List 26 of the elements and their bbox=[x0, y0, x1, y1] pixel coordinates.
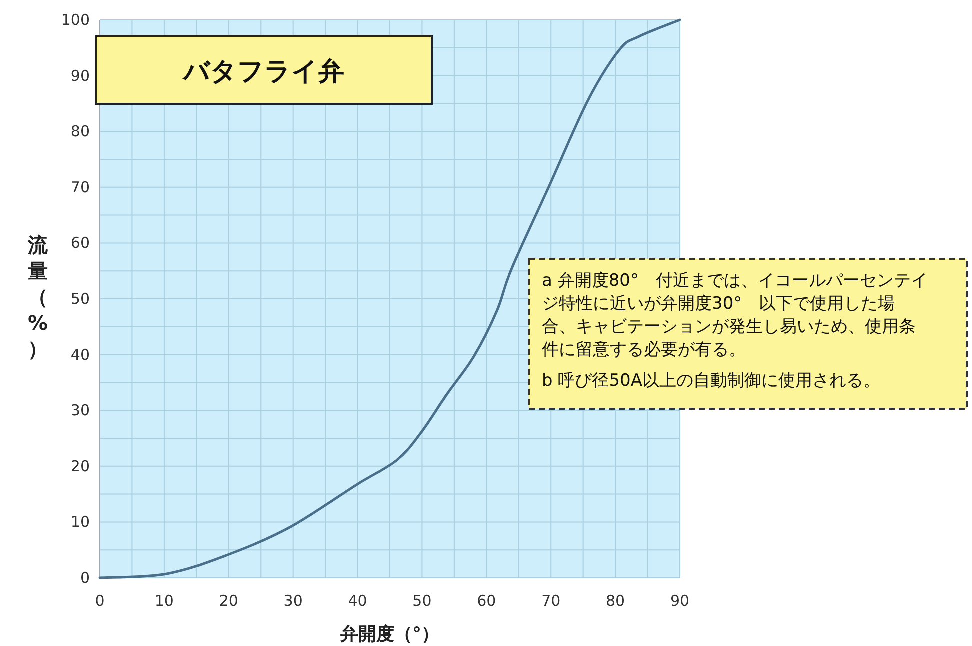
x-axis-title: 弁開度（°） bbox=[340, 624, 440, 645]
y-tick-label: 0 bbox=[80, 569, 90, 587]
y-tick-label: 100 bbox=[61, 11, 90, 29]
y-tick-label: 10 bbox=[70, 513, 90, 532]
y-tick-label: 30 bbox=[70, 402, 90, 420]
x-tick-label: 20 bbox=[219, 592, 238, 610]
y-tick-label: 60 bbox=[70, 234, 90, 252]
y-tick-label: 70 bbox=[70, 178, 90, 196]
x-tick-label: 60 bbox=[477, 592, 496, 610]
y-axis-title: 流量（%） bbox=[27, 233, 49, 361]
annotation: b 呼び径50A以上の自動制御に使用される。 bbox=[542, 370, 882, 393]
x-tick-label: 50 bbox=[412, 592, 432, 610]
x-tick-label: 70 bbox=[542, 592, 561, 610]
y-tick-label: 90 bbox=[70, 66, 90, 85]
x-tick-label: 40 bbox=[348, 592, 368, 610]
x-tick-label: 10 bbox=[154, 592, 174, 610]
y-tick-label: 20 bbox=[70, 457, 90, 476]
text: バタフライ弁 bbox=[182, 57, 344, 87]
x-tick-label: 30 bbox=[284, 592, 303, 610]
y-tick-label: 50 bbox=[70, 290, 90, 308]
annotation: a 弁開度80° 付近までは、イコールパーセンテイジ特性に近いが弁開度30° 以下で使用した場合、キャビテーションが発生し易いため、使用条件に留意する必要が有る。 bbox=[542, 270, 928, 362]
x-tick-label: 90 bbox=[670, 592, 690, 610]
y-tick-label: 40 bbox=[70, 346, 90, 364]
y-tick-label: 80 bbox=[70, 122, 90, 141]
x-tick-label: 80 bbox=[606, 592, 626, 610]
x-tick-label: 0 bbox=[95, 592, 105, 610]
